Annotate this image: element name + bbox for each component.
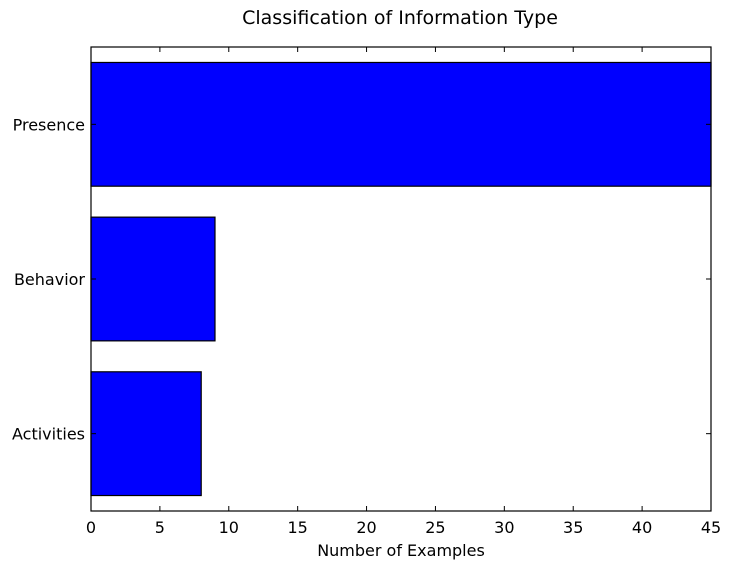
x-tick-label-5: 5 bbox=[155, 518, 165, 537]
x-tick-label-25: 25 bbox=[425, 518, 445, 537]
chart-title: Classification of Information Type bbox=[242, 7, 558, 29]
bars-layer bbox=[90, 61, 712, 497]
y-tick-label-behavior: Behavior bbox=[14, 270, 85, 289]
x-tick-label-20: 20 bbox=[356, 518, 376, 537]
x-tick-label-30: 30 bbox=[494, 518, 514, 537]
x-tick-label-10: 10 bbox=[219, 518, 239, 537]
x-axis-label: Number of Examples bbox=[317, 541, 485, 560]
bar-presence bbox=[90, 61, 712, 187]
x-tick-label-0: 0 bbox=[86, 518, 96, 537]
x-tick-label-45: 45 bbox=[701, 518, 721, 537]
bar-behavior bbox=[90, 216, 216, 342]
x-tick-label-35: 35 bbox=[563, 518, 583, 537]
y-tick-label-activities: Activities bbox=[12, 425, 85, 444]
ticks-layer: Presence Behavior Activities 0 5 10 15 20 25 30 35… bbox=[12, 47, 721, 537]
y-tick-label-presence: Presence bbox=[13, 115, 85, 134]
bar-activities bbox=[90, 371, 202, 497]
x-tick-label-15: 15 bbox=[287, 518, 307, 537]
x-tick-label-40: 40 bbox=[632, 518, 652, 537]
